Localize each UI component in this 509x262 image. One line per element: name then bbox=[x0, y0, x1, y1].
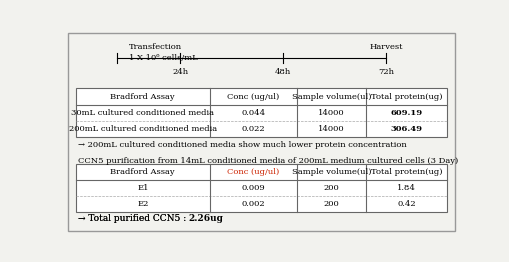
Text: Sample volume(ul): Sample volume(ul) bbox=[291, 92, 371, 101]
Text: Conc (ug/ul): Conc (ug/ul) bbox=[227, 168, 279, 176]
Text: Bradford Assay: Bradford Assay bbox=[110, 92, 175, 101]
Text: Sample volume(ul): Sample volume(ul) bbox=[291, 168, 371, 176]
Text: 200: 200 bbox=[323, 200, 339, 208]
Text: 0.002: 0.002 bbox=[241, 200, 265, 208]
Text: 14000: 14000 bbox=[318, 109, 344, 117]
Text: 200mL cultured conditioned media: 200mL cultured conditioned media bbox=[69, 125, 216, 133]
Text: 200: 200 bbox=[323, 184, 339, 192]
Text: 1.84: 1.84 bbox=[397, 184, 415, 192]
Text: → 200mL cultured conditioned media show much lower protein concentration: → 200mL cultured conditioned media show … bbox=[77, 141, 406, 149]
Text: Total protein(ug): Total protein(ug) bbox=[370, 168, 441, 176]
Text: 30mL cultured conditioned media: 30mL cultured conditioned media bbox=[71, 109, 214, 117]
Text: Bradford Assay: Bradford Assay bbox=[110, 168, 175, 176]
Text: 0.044: 0.044 bbox=[241, 109, 265, 117]
Text: Transfection: Transfection bbox=[129, 43, 182, 51]
Text: Conc (ug/ul): Conc (ug/ul) bbox=[227, 92, 279, 101]
Text: 2.26ug: 2.26ug bbox=[188, 214, 223, 222]
Text: → Total purified CCN5 :: → Total purified CCN5 : bbox=[77, 214, 188, 222]
Text: → Total purified CCN5 :: → Total purified CCN5 : bbox=[77, 214, 188, 222]
Text: 609.19: 609.19 bbox=[390, 109, 422, 117]
Bar bbox=[75, 88, 446, 137]
Text: Harvest: Harvest bbox=[369, 43, 402, 51]
Text: 0.009: 0.009 bbox=[241, 184, 265, 192]
Text: E1: E1 bbox=[137, 184, 148, 192]
Text: Total protein(ug): Total protein(ug) bbox=[370, 92, 441, 101]
Text: CCN5 purification from 14mL conditioned media of 200mL medium cultured cells (3 : CCN5 purification from 14mL conditioned … bbox=[77, 156, 457, 165]
Text: 1 X 10⁶ cells/mL: 1 X 10⁶ cells/mL bbox=[129, 54, 197, 62]
Text: 72h: 72h bbox=[377, 68, 393, 76]
Text: 14000: 14000 bbox=[318, 125, 344, 133]
Text: 0.42: 0.42 bbox=[397, 200, 415, 208]
Text: 48h: 48h bbox=[274, 68, 291, 76]
Text: 0.022: 0.022 bbox=[241, 125, 265, 133]
Bar bbox=[75, 163, 446, 212]
Text: E2: E2 bbox=[137, 200, 148, 208]
Text: 306.49: 306.49 bbox=[390, 125, 422, 133]
Text: 24h: 24h bbox=[172, 68, 188, 76]
